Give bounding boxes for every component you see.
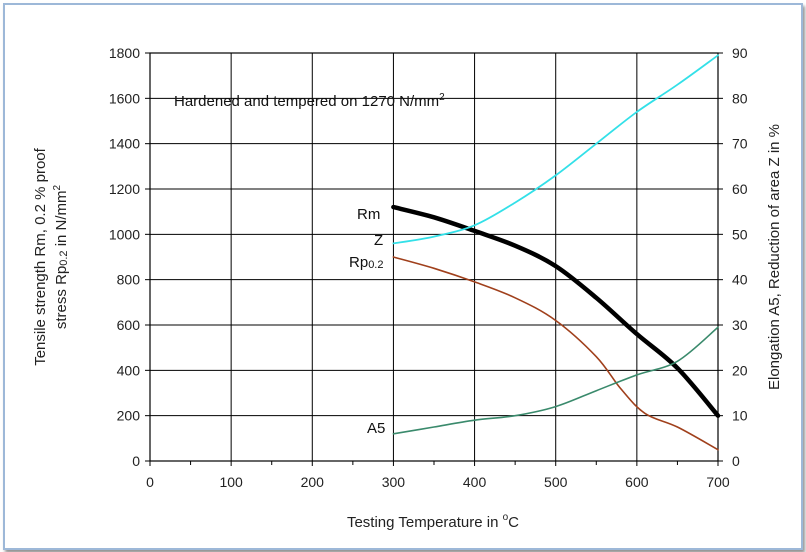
y-right-tick-label: 30 [732, 317, 748, 333]
grid [150, 53, 718, 461]
y-right-tick-label: 20 [732, 362, 748, 378]
y-left-tick-label: 1000 [109, 226, 140, 242]
label-z: Z [374, 232, 383, 249]
x-axis-label: Testing Temperature in oC [347, 512, 519, 531]
y-right-tick-label: 70 [732, 136, 748, 152]
series-line-rp02 [392, 256, 719, 451]
label-rp02: Rp0.2 [349, 254, 383, 271]
y-left-tick-label: 800 [117, 272, 141, 288]
annotation-text: Hardened and tempered on 1270 N/mm2 [174, 92, 445, 110]
y-right-tick-label: 10 [732, 408, 748, 424]
y-left-tick-label: 1200 [109, 181, 140, 197]
y-right-tick-label: 0 [732, 453, 740, 469]
y-right-tick-label: 80 [732, 90, 748, 106]
y-left-tick-label: 400 [117, 362, 141, 378]
y-left-label-line2: stress Rp0.2 in N/mm2 [52, 184, 70, 329]
label-rm: Rm [357, 206, 380, 223]
x-tick-label: 0 [146, 474, 154, 490]
y-right-tick-label: 60 [732, 181, 748, 197]
y-left-label-line1: Tensile strength Rm, 0.2 % proof [32, 147, 49, 365]
series-line-a5 [392, 326, 719, 435]
y-left-tick-label: 600 [117, 317, 141, 333]
y-left-tick-label: 0 [132, 453, 140, 469]
series-line-rm [391, 204, 721, 418]
x-tick-label: 500 [544, 474, 568, 490]
x-tick-label: 200 [301, 474, 325, 490]
chart-frame [3, 3, 803, 550]
series-lines [391, 54, 721, 451]
x-tick-label: 100 [219, 474, 243, 490]
y-right-tick-label: 90 [732, 45, 748, 61]
y-right-label: Elongation A5, Reduction of area Z in % [766, 124, 783, 390]
ticks: 0 100 200 300 400 500 600 700020040060080010001… [109, 45, 748, 490]
x-tick-label: 600 [625, 474, 649, 490]
label-a5: A5 [367, 420, 385, 437]
x-tick-label: 300 [382, 474, 406, 490]
x-tick-label: 700 [706, 474, 730, 490]
y-left-tick-label: 200 [117, 408, 141, 424]
y-right-tick-label: 50 [732, 226, 748, 242]
y-right-tick-label: 40 [732, 272, 748, 288]
series-line-z [392, 54, 719, 245]
y-left-tick-label: 1400 [109, 136, 140, 152]
y-left-tick-label: 1600 [109, 90, 140, 106]
x-tick-label: 400 [463, 474, 487, 490]
y-left-tick-label: 1800 [109, 45, 140, 61]
